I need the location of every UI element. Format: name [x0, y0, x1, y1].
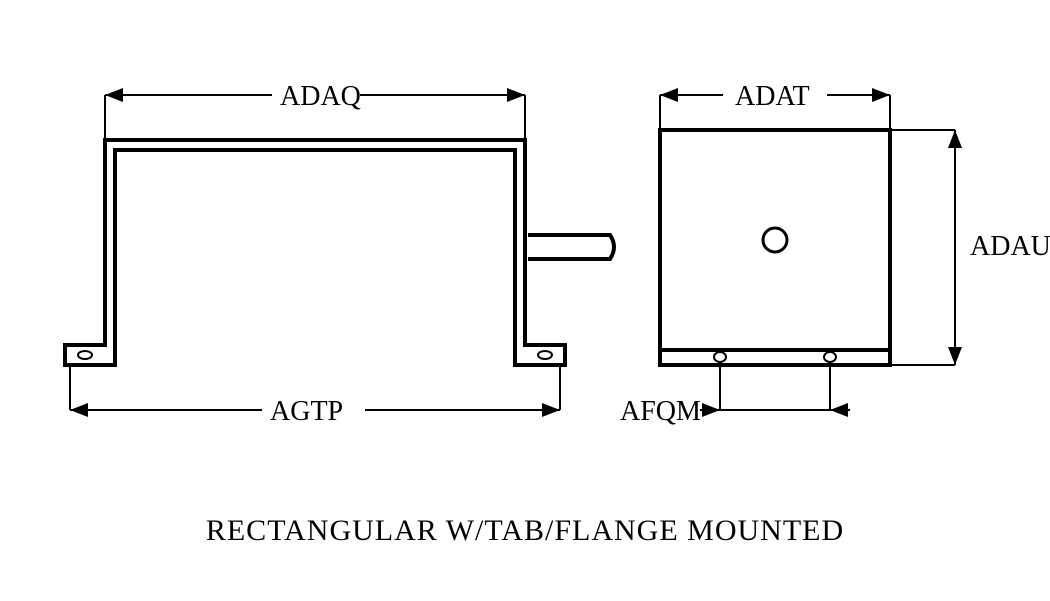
end-view-mount-hole-1 [824, 352, 836, 362]
side-flange-hole-left [78, 351, 92, 359]
engineering-drawing: ADAQ AGTP ADAT ADAU AFQM RECTANGULAR W/TAB/FL… [0, 0, 1050, 601]
dim-label-ADAU: ADAU [970, 231, 1050, 262]
end-view-mount-hole-0 [714, 352, 726, 362]
end-view-flange [660, 350, 890, 365]
drawing-caption: RECTANGULAR W/TAB/FLANGE MOUNTED [206, 514, 844, 547]
end-view-body [660, 130, 890, 365]
side-view-shaft [528, 235, 614, 259]
dim-label-ADAQ: ADAQ [280, 81, 361, 112]
side-flange-hole-right [538, 351, 552, 359]
dim-label-ADAT: ADAT [735, 81, 810, 112]
dim-label-AFQM: AFQM [620, 396, 701, 427]
side-view-outline [65, 140, 565, 365]
end-view-shaft-hole [763, 228, 787, 252]
dim-label-AGTP: AGTP [270, 396, 343, 427]
